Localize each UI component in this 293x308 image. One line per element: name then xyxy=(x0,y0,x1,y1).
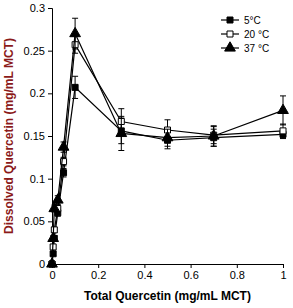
series xyxy=(47,18,289,267)
y-tick-label: 0.25 xyxy=(24,45,45,57)
x-axis-title: Total Quercetin (mg/mL MCT) xyxy=(84,289,251,303)
error-bar-cap xyxy=(211,125,217,126)
series xyxy=(49,36,286,267)
x-tick-label: 1 xyxy=(280,269,286,281)
y-tick-mark xyxy=(48,51,52,52)
y-tick-mark xyxy=(48,136,52,137)
plot: 0 0.2 0.4 0.6 0.8 1 0 0.05 0.1 0.15 0.2 0.25 0.3 5°C 2… xyxy=(24,2,289,281)
point xyxy=(51,227,57,233)
x-axis: 0 0.2 0.4 0.6 0.8 1 xyxy=(49,264,286,281)
error-bar xyxy=(280,124,286,138)
x-tick: 0.4 xyxy=(137,264,152,281)
y-tick-mark xyxy=(48,179,52,180)
point xyxy=(278,104,289,113)
point xyxy=(48,232,59,241)
error-bar-cap xyxy=(61,152,67,153)
error-bar xyxy=(72,76,78,98)
series-line xyxy=(52,34,283,264)
y-tick: 0.1 xyxy=(30,173,52,185)
error-bar-cap xyxy=(72,48,78,49)
legend-marker xyxy=(227,17,233,23)
point xyxy=(58,141,69,150)
x-tick-mark xyxy=(98,264,99,268)
y-tick: 0.2 xyxy=(30,87,52,99)
error-bar-cap xyxy=(211,146,217,147)
y-tick-mark xyxy=(48,8,52,9)
y-tick-label: 0.1 xyxy=(30,173,45,185)
x-tick-label: 0.6 xyxy=(183,269,198,281)
point xyxy=(52,194,63,203)
legend-marker xyxy=(225,42,236,51)
x-tick-mark xyxy=(237,264,238,268)
error-bar-cap xyxy=(72,18,78,19)
y-tick-mark xyxy=(48,93,52,94)
x-tick-mark xyxy=(283,264,284,268)
x-tick-label: 0.2 xyxy=(91,269,106,281)
error-bar-cap xyxy=(118,108,124,109)
error-bar-cap xyxy=(118,150,124,151)
point xyxy=(49,202,60,211)
point xyxy=(72,84,78,90)
x-tick-mark xyxy=(144,264,145,268)
error-bar-cap xyxy=(280,95,286,96)
error-bar-cap xyxy=(165,146,171,147)
y-tick-mark xyxy=(48,221,52,222)
y-tick-label: 0.15 xyxy=(24,130,45,142)
point xyxy=(208,130,219,139)
legend-item: 5°C xyxy=(221,15,261,26)
x-tick: 0.8 xyxy=(230,264,245,281)
x-tick-label: 0 xyxy=(49,269,55,281)
point xyxy=(280,128,286,134)
legend-item: 37 °C xyxy=(221,42,269,54)
legend-item: 20 °C xyxy=(221,29,269,40)
legend-marker xyxy=(227,31,233,37)
error-bar xyxy=(51,227,57,232)
error-bar-cap xyxy=(61,157,67,158)
y-tick: 0.05 xyxy=(24,215,52,227)
y-tick-label: 0.05 xyxy=(24,215,45,227)
point xyxy=(70,27,81,36)
series xyxy=(49,76,286,267)
error-bar-cap xyxy=(118,116,124,117)
error-bar-cap xyxy=(165,148,171,149)
error-bar-cap xyxy=(280,124,286,125)
error-bar-cap xyxy=(72,76,78,77)
legend-label: 37 °C xyxy=(244,43,269,54)
x-axis-line xyxy=(53,265,284,269)
y-tick-label: 0.2 xyxy=(30,87,45,99)
y-axis-line xyxy=(48,9,53,265)
y-axis-title: Dissolved Quercetin (mg/mL MCT) xyxy=(2,38,16,234)
y-tick: 0.15 xyxy=(24,130,52,142)
error-bar-cap xyxy=(72,98,78,99)
legend: 5°C 20 °C 37 °C xyxy=(221,15,269,54)
error-bar-cap xyxy=(280,138,286,139)
x-tick: 0.2 xyxy=(91,264,106,281)
x-tick-label: 0.8 xyxy=(230,269,245,281)
y-tick: 0.3 xyxy=(30,2,52,14)
legend-label: 20 °C xyxy=(244,29,269,40)
x-tick-mark xyxy=(191,264,192,268)
y-tick-label: 0.3 xyxy=(30,2,45,14)
y-tick: 0.25 xyxy=(24,45,52,57)
error-bar-cap xyxy=(280,137,286,138)
x-tick-label: 0.4 xyxy=(137,269,152,281)
y-tick-label: 0 xyxy=(39,258,45,270)
error-bar-cap xyxy=(165,129,171,130)
x-tick: 1 xyxy=(280,264,286,281)
series-line xyxy=(52,87,283,264)
point xyxy=(47,258,58,267)
x-tick: 0.6 xyxy=(183,264,198,281)
error-bar-cap xyxy=(211,146,217,147)
error-bar-cap xyxy=(165,119,171,120)
chart: 0 0.2 0.4 0.6 0.8 1 0 0.05 0.1 0.15 0.2 0.25 0.3 5°C 2… xyxy=(0,0,293,308)
legend-label: 5°C xyxy=(244,15,261,26)
y-axis: 0 0.05 0.1 0.15 0.2 0.25 0.3 xyxy=(24,2,53,270)
marks xyxy=(47,18,289,267)
point xyxy=(162,132,173,141)
point xyxy=(116,127,127,136)
series-line xyxy=(52,45,283,264)
